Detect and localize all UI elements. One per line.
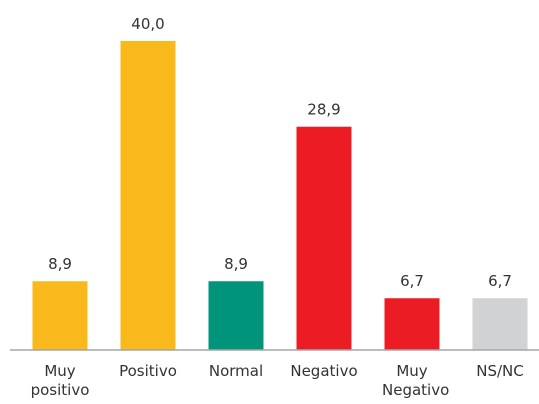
x-tick-label: Negativo (290, 362, 358, 380)
x-tick-label: Normal (208, 362, 264, 380)
bar (120, 41, 176, 350)
value-label: 40,0 (131, 15, 164, 33)
value-label: 8,9 (224, 255, 248, 273)
x-tick-label: Positivo (119, 362, 177, 380)
value-label: 6,7 (400, 272, 424, 290)
bar (32, 281, 88, 350)
x-tick-label: NS/NC (476, 362, 524, 380)
value-label: 6,7 (488, 272, 512, 290)
x-tick-label: Muy positivo (30, 362, 90, 399)
bar (384, 298, 440, 350)
value-label: 28,9 (307, 101, 340, 119)
bar (472, 298, 528, 350)
value-label: 8,9 (48, 255, 72, 273)
bar (296, 126, 352, 350)
x-tick-label: Muy Negativo (382, 362, 450, 399)
bar (208, 281, 264, 350)
